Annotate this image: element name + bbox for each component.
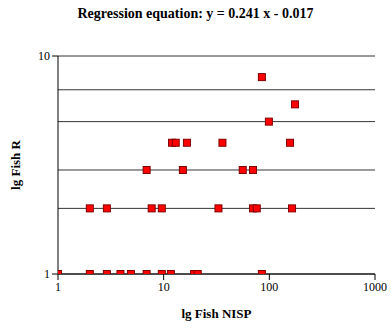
svg-text:10: 10 <box>38 49 50 63</box>
svg-text:1000: 1000 <box>363 280 383 294</box>
html-text:lg Fish R: lg Fish R <box>8 140 23 190</box>
html-text:Regression equation: y = 0.241: Regression equation: y = 0.241 x - 0.017 <box>77 6 314 21</box>
svg-text:1: 1 <box>44 267 50 281</box>
svg-text:10: 10 <box>158 280 170 294</box>
html-text:lg Fish NISP: lg Fish NISP <box>181 306 252 321</box>
svg-text:1: 1 <box>55 280 61 294</box>
svg-text:100: 100 <box>260 280 278 294</box>
